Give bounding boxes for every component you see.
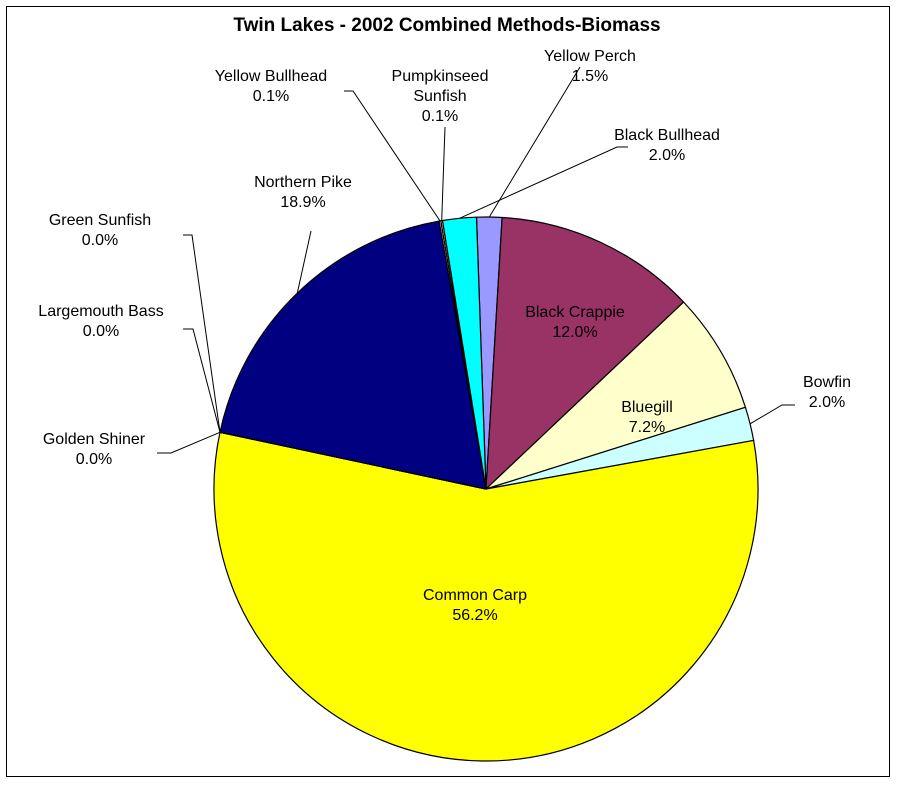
slice-label-group-bluegill: Bluegill 7.2% — [621, 399, 673, 436]
slice-label-group-pumpkinseed-sunfish: Pumpkinseed Sunfish 0.1% — [392, 68, 489, 125]
leader-line-yellow-bullhead — [344, 90, 441, 222]
leader-line-pumpkinseed-sunfish — [441, 126, 446, 221]
pie-slice-bluegill — [485, 301, 747, 490]
slice-label-group-northern-pike: Northern Pike 18.9% — [254, 174, 352, 211]
slice-label-group-black-bullhead: Black Bullhead 2.0% — [614, 127, 720, 164]
leader-line-yellow-perch — [488, 66, 581, 218]
slice-label-black-crappie: Black Crappie — [525, 304, 625, 321]
slice-label-group-yellow-perch: Yellow Perch 1.5% — [544, 48, 636, 85]
slice-value-yellow-bullhead: 0.1% — [253, 88, 289, 105]
slice-label-green-sunfish: Green Sunfish — [49, 212, 151, 229]
slice-label-pumpkinseed-sunfish: Pumpkinseed Sunfish — [392, 68, 489, 105]
slice-label-group-green-sunfish: Green Sunfish 0.0% — [49, 212, 151, 249]
slice-label-group-common-carp: Common Carp 56.2% — [423, 587, 527, 624]
slice-value-bluegill: 7.2% — [629, 419, 665, 436]
slice-value-green-sunfish: 0.0% — [82, 232, 118, 249]
slice-label-group-yellow-bullhead: Yellow Bullhead 0.1% — [215, 68, 327, 105]
slice-value-black-bullhead: 2.0% — [649, 147, 685, 164]
pie-chart: Twin Lakes - 2002 Combined Methods-Bioma… — [38, 15, 851, 762]
slice-label-bluegill: Bluegill — [621, 399, 673, 416]
slice-value-largemouth-bass: 0.0% — [83, 323, 119, 340]
leader-line-northern-pike — [296, 230, 312, 294]
leader-line-bowfin — [749, 404, 795, 425]
slice-label-group-largemouth-bass: Largemouth Bass 0.0% — [38, 303, 163, 340]
slice-label-yellow-bullhead: Yellow Bullhead — [215, 68, 327, 85]
slice-value-common-carp: 56.2% — [452, 607, 497, 624]
slice-label-largemouth-bass: Largemouth Bass — [38, 303, 163, 320]
pie-slice-black-bullhead — [441, 216, 487, 490]
slice-label-yellow-perch: Yellow Perch — [544, 48, 636, 65]
slice-label-golden-shiner: Golden Shiner — [43, 431, 146, 448]
chart-frame: Twin Lakes - 2002 Combined Methods-Bioma… — [6, 6, 890, 777]
slice-value-bowfin: 2.0% — [809, 394, 845, 411]
slice-value-northern-pike: 18.9% — [280, 194, 325, 211]
slice-label-group-bowfin: Bowfin 2.0% — [803, 374, 851, 411]
slice-label-black-bullhead: Black Bullhead — [614, 127, 720, 144]
leader-line-largemouth-bass — [183, 328, 221, 433]
slice-label-common-carp: Common Carp — [423, 587, 527, 604]
leader-line-golden-shiner — [157, 431, 221, 454]
leader-line-black-bullhead — [459, 146, 628, 219]
slice-value-black-crappie: 12.0% — [552, 324, 597, 341]
slice-value-pumpkinseed-sunfish: 0.1% — [422, 108, 458, 125]
pie-slice-common-carp — [213, 431, 759, 762]
slice-label-northern-pike: Northern Pike — [254, 174, 352, 191]
chart-title: Twin Lakes - 2002 Combined Methods-Bioma… — [233, 15, 660, 36]
slice-value-golden-shiner: 0.0% — [76, 451, 112, 468]
leader-line-green-sunfish — [183, 234, 221, 433]
pie-slice-black-crappie — [485, 216, 685, 491]
pie-slice-northern-pike — [219, 220, 487, 490]
slice-label-group-golden-shiner: Golden Shiner 0.0% — [43, 431, 146, 468]
slice-value-yellow-perch: 1.5% — [572, 68, 608, 85]
slice-label-bowfin: Bowfin — [803, 374, 851, 391]
slice-label-group-black-crappie: Black Crappie 12.0% — [525, 304, 625, 341]
